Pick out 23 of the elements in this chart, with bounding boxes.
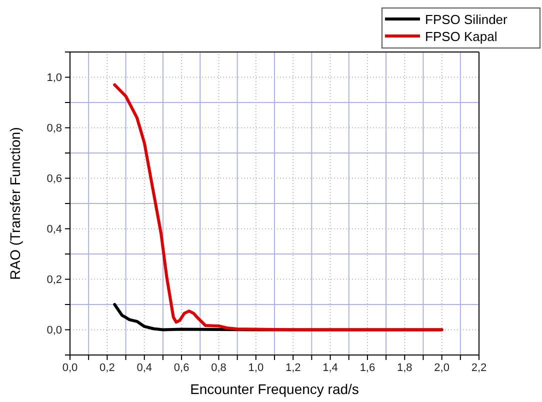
x-tick-label: 0,8 <box>211 362 226 374</box>
y-tick-label: 0,4 <box>46 223 62 236</box>
y-tick-label: 0,2 <box>46 274 62 286</box>
x-tick-label: 2,0 <box>434 362 450 374</box>
x-tick-label: 1,6 <box>360 362 376 374</box>
y-tick-label: 0,6 <box>46 172 62 185</box>
x-tick-label: 0,2 <box>100 362 115 374</box>
y-axis-title: RAO (Transfer Function) <box>7 127 23 280</box>
x-tick-label: 1,8 <box>396 362 412 374</box>
legend-label: FPSO Kapal <box>425 29 498 44</box>
x-tick-label: 0,4 <box>136 362 152 374</box>
line-series <box>113 83 444 332</box>
x-tick-label: 1,4 <box>322 362 338 374</box>
legend-label: FPSO Silinder <box>425 12 508 27</box>
y-tick-label: 1,0 <box>46 72 62 84</box>
x-tick-label: 0,6 <box>174 362 190 374</box>
y-tick-label: 0,0 <box>46 324 62 336</box>
x-tick-label: 1,0 <box>248 362 264 374</box>
x-axis-title: Encounter Frequency rad/s <box>190 381 359 397</box>
x-tick-label: 1,2 <box>285 362 301 374</box>
y-tick-label: 0,8 <box>46 122 62 134</box>
x-tick-label: 0,0 <box>62 362 78 374</box>
x-tick-label: 2,2 <box>471 362 487 374</box>
